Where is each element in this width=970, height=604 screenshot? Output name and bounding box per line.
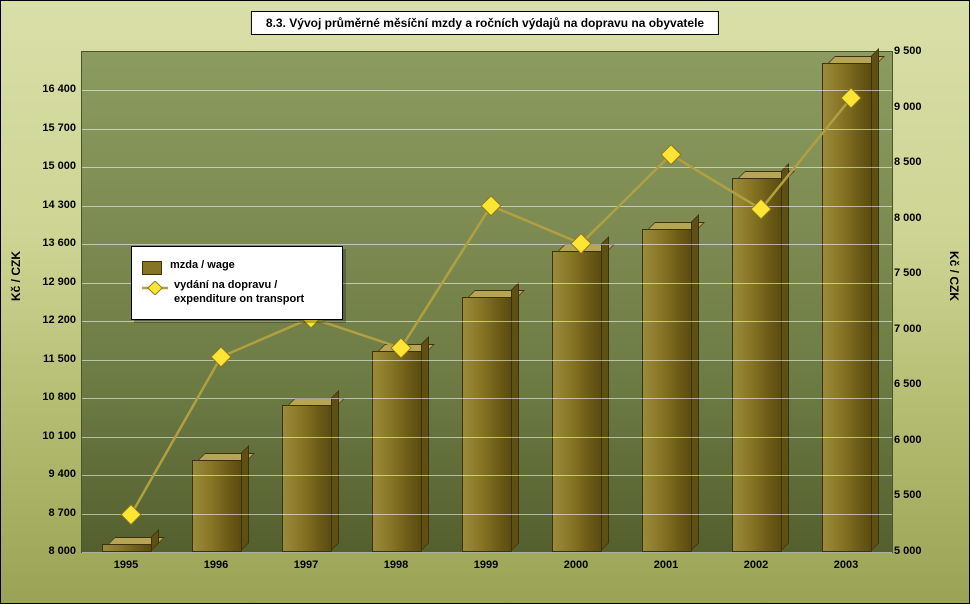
bar xyxy=(822,63,872,552)
legend-label-line: vydání na dopravu / expenditure on trans… xyxy=(174,279,332,307)
y-axis-right-title: Kč / CZK xyxy=(947,251,961,301)
grid-line xyxy=(82,90,892,91)
x-tick-label: 1995 xyxy=(96,559,156,571)
x-tick-label: 1998 xyxy=(366,559,426,571)
line-marker xyxy=(211,347,231,367)
y-left-tick-label: 10 100 xyxy=(21,430,76,442)
grid-line xyxy=(82,360,892,361)
y-right-tick-label: 5 500 xyxy=(894,489,949,501)
bar xyxy=(372,351,422,552)
y-right-tick-label: 9 000 xyxy=(894,101,949,113)
y-left-tick-label: 8 000 xyxy=(21,545,76,557)
y-left-tick-label: 16 400 xyxy=(21,83,76,95)
grid-line xyxy=(82,398,892,399)
grid-line xyxy=(82,321,892,322)
legend-swatch-bar xyxy=(142,261,162,275)
grid-line xyxy=(82,129,892,130)
x-tick-label: 1999 xyxy=(456,559,516,571)
chart-title: 8.3. Vývoj průměrné měsíční mzdy a roční… xyxy=(251,11,719,35)
y-left-tick-label: 12 900 xyxy=(21,276,76,288)
y-right-tick-label: 6 000 xyxy=(894,434,949,446)
chart-container: 8.3. Vývoj průměrné měsíční mzdy a roční… xyxy=(0,0,970,604)
x-tick-label: 2001 xyxy=(636,559,696,571)
grid-line xyxy=(82,514,892,515)
x-tick-label: 2003 xyxy=(816,559,876,571)
bar xyxy=(282,405,332,552)
bar xyxy=(102,544,152,552)
grid-line xyxy=(82,552,892,553)
bar xyxy=(552,251,602,552)
x-tick-label: 2000 xyxy=(546,559,606,571)
line-marker xyxy=(121,505,141,525)
x-tick-label: 1997 xyxy=(276,559,336,571)
y-right-tick-label: 5 000 xyxy=(894,545,949,557)
grid-line xyxy=(82,475,892,476)
y-left-tick-label: 15 000 xyxy=(21,160,76,172)
y-left-tick-label: 10 800 xyxy=(21,391,76,403)
y-left-tick-label: 8 700 xyxy=(21,507,76,519)
y-left-tick-label: 12 200 xyxy=(21,314,76,326)
grid-line xyxy=(82,206,892,207)
legend-item-line: vydání na dopravu / expenditure on trans… xyxy=(142,279,332,307)
grid-line xyxy=(82,167,892,168)
line-marker xyxy=(661,145,681,165)
bar xyxy=(192,460,242,552)
grid-line xyxy=(82,437,892,438)
bar xyxy=(732,178,782,552)
legend: mzda / wage vydání na dopravu / expendit… xyxy=(131,246,343,320)
y-right-tick-label: 9 500 xyxy=(894,45,949,57)
bar xyxy=(642,229,692,552)
y-right-tick-label: 8 000 xyxy=(894,212,949,224)
y-right-tick-label: 8 500 xyxy=(894,156,949,168)
y-left-tick-label: 15 700 xyxy=(21,122,76,134)
x-tick-label: 1996 xyxy=(186,559,246,571)
y-left-tick-label: 13 600 xyxy=(21,237,76,249)
y-left-tick-label: 14 300 xyxy=(21,199,76,211)
y-right-tick-label: 7 500 xyxy=(894,267,949,279)
y-left-tick-label: 11 500 xyxy=(21,353,76,365)
y-right-tick-label: 7 000 xyxy=(894,323,949,335)
y-left-tick-label: 9 400 xyxy=(21,468,76,480)
legend-swatch-line xyxy=(142,281,168,295)
x-tick-label: 2002 xyxy=(726,559,786,571)
legend-label-bar: mzda / wage xyxy=(170,259,235,273)
legend-item-bar: mzda / wage xyxy=(142,259,332,275)
y-right-tick-label: 6 500 xyxy=(894,378,949,390)
